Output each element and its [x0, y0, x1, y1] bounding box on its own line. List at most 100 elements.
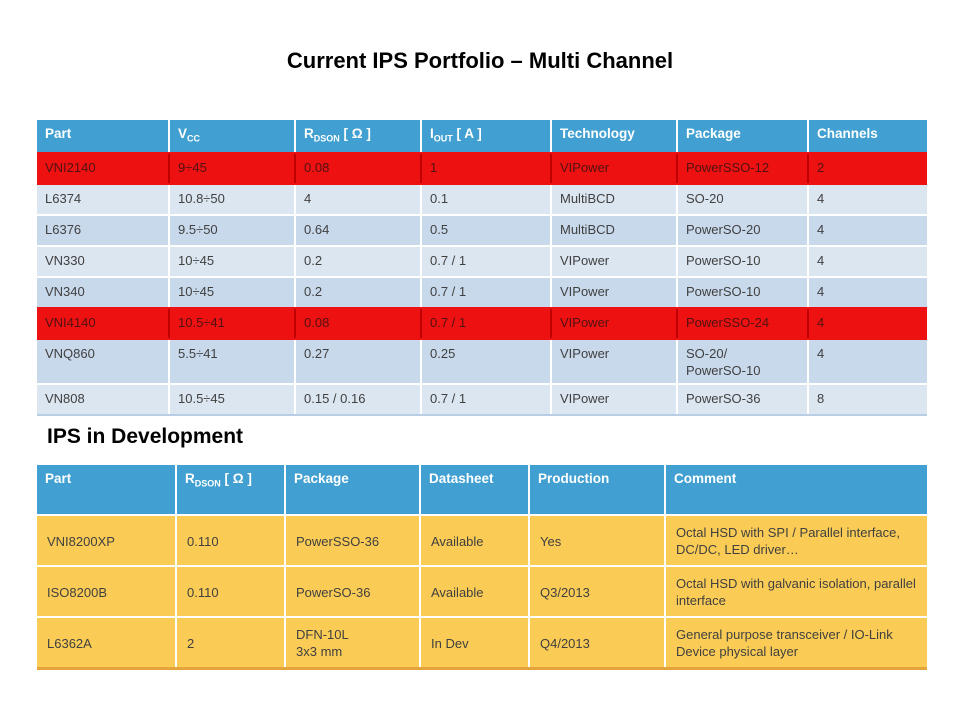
table-cell: 0.08 — [296, 153, 422, 183]
table-cell: 0.27 — [296, 339, 422, 383]
header-cell: Production — [530, 465, 666, 514]
table-cell: VNI2140 — [37, 153, 170, 183]
header-cell: VCC — [170, 120, 296, 152]
table-cell: 0.110 — [177, 516, 286, 565]
table-cell: 9.5÷50 — [170, 215, 296, 245]
header-cell: Package — [678, 120, 809, 152]
header-cell: Channels — [809, 120, 927, 152]
header-cell: RDSON [ Ω ] — [177, 465, 286, 514]
table-cell: VIPower — [552, 308, 678, 338]
table-cell: VN808 — [37, 384, 170, 414]
table-cell: VIPower — [552, 153, 678, 183]
table-cell: 0.5 — [422, 215, 552, 245]
table-cell: 2 — [809, 153, 927, 183]
table-cell: 4 — [809, 184, 927, 214]
section-title: IPS in Development — [47, 425, 244, 448]
table-row: L6362A 2 DFN-10L 3x3 mm In Dev Q4/2013 Genera… — [37, 618, 927, 667]
table-row: L6376 9.5÷50 0.64 0.5 MultiBCD PowerSO-20 4 — [37, 215, 927, 245]
table-cell: 4 — [296, 184, 422, 214]
table-cell: MultiBCD — [552, 184, 678, 214]
table-cell: 10.8÷50 — [170, 184, 296, 214]
table-cell: 10.5÷41 — [170, 308, 296, 338]
table-cell: 0.7 / 1 — [422, 308, 552, 338]
header-cell: Comment — [666, 465, 927, 514]
header-cell: RDSON [ Ω ] — [296, 120, 422, 152]
table-cell: VNI8200XP — [37, 516, 177, 565]
header-cell: Technology — [552, 120, 678, 152]
table-cell: L6362A — [37, 618, 177, 667]
header-cell: IOUT [ A ] — [422, 120, 552, 152]
header-cell: Package — [286, 465, 421, 514]
table-cell: SO-20/ PowerSO-10 — [678, 339, 809, 383]
header-cell: Part — [37, 120, 170, 152]
table-cell: 0.7 / 1 — [422, 246, 552, 276]
table-cell: PowerSO-10 — [678, 246, 809, 276]
table-cell: 10÷45 — [170, 277, 296, 307]
table-cell: 4 — [809, 246, 927, 276]
table-row: VNI8200XP 0.110 PowerSSO-36 Available Yes Oct… — [37, 516, 927, 565]
table-cell: L6374 — [37, 184, 170, 214]
table-cell: 0.7 / 1 — [422, 277, 552, 307]
table-cell: PowerSO-36 — [286, 567, 421, 616]
table-cell: 4 — [809, 277, 927, 307]
table-cell: ISO8200B — [37, 567, 177, 616]
portfolio-table: Part VCC RDSON [ Ω ] IOUT [ A ] Technology Pa… — [37, 120, 927, 416]
table-row: L6374 10.8÷50 4 0.1 MultiBCD SO-20 4 — [37, 184, 927, 214]
table-cell: 0.7 / 1 — [422, 384, 552, 414]
table-cell: 0.08 — [296, 308, 422, 338]
table-cell: VIPower — [552, 384, 678, 414]
table-cell: PowerSO-10 — [678, 277, 809, 307]
table-cell: PowerSSO-24 — [678, 308, 809, 338]
header-row: Part VCC RDSON [ Ω ] IOUT [ A ] Technology Pa… — [37, 120, 927, 152]
table-cell: 0.2 — [296, 277, 422, 307]
table-row: VNQ860 5.5÷41 0.27 0.25 VIPower SO-20/ PowerS… — [37, 339, 927, 383]
table-cell: 1 — [422, 153, 552, 183]
table-cell: Q3/2013 — [530, 567, 666, 616]
table-cell: 10.5÷45 — [170, 384, 296, 414]
table-cell: VN330 — [37, 246, 170, 276]
table-cell: 0.15 / 0.16 — [296, 384, 422, 414]
table-cell: DFN-10L 3x3 mm — [286, 618, 421, 667]
table-cell: Q4/2013 — [530, 618, 666, 667]
table-cell: PowerSSO-36 — [286, 516, 421, 565]
table-cell: Available — [421, 516, 530, 565]
table-cell: Octal HSD with SPI / Parallel interface,… — [666, 516, 927, 565]
table-cell: Available — [421, 567, 530, 616]
table-cell: 0.1 — [422, 184, 552, 214]
table-cell: 0.2 — [296, 246, 422, 276]
table-cell: General purpose transceiver / IO-Link De… — [666, 618, 927, 667]
table-cell: Yes — [530, 516, 666, 565]
table-cell: VIPower — [552, 277, 678, 307]
table-cell: VIPower — [552, 339, 678, 383]
table-cell: 4 — [809, 215, 927, 245]
header-cell: Part — [37, 465, 177, 514]
table-cell: Octal HSD with galvanic isolation, paral… — [666, 567, 927, 616]
table-cell: 0.64 — [296, 215, 422, 245]
table-cell: SO-20 — [678, 184, 809, 214]
table-cell: L6376 — [37, 215, 170, 245]
table-cell: 4 — [809, 339, 927, 383]
table-row: VN340 10÷45 0.2 0.7 / 1 VIPower PowerSO-10 4 — [37, 277, 927, 307]
table-row: ISO8200B 0.110 PowerSO-36 Available Q3/2013 O… — [37, 567, 927, 616]
table-cell: 4 — [809, 308, 927, 338]
table-cell: PowerSSO-12 — [678, 153, 809, 183]
header-row: Part RDSON [ Ω ] Package Datasheet Productio… — [37, 465, 927, 514]
table-cell: 0.25 — [422, 339, 552, 383]
table-cell: VNI4140 — [37, 308, 170, 338]
table-cell: PowerSO-20 — [678, 215, 809, 245]
table-row: VN330 10÷45 0.2 0.7 / 1 VIPower PowerSO-10 4 — [37, 246, 927, 276]
table-cell: PowerSO-36 — [678, 384, 809, 414]
table-cell: VIPower — [552, 246, 678, 276]
table-cell: MultiBCD — [552, 215, 678, 245]
header-cell: Datasheet — [421, 465, 530, 514]
table-cell: 0.110 — [177, 567, 286, 616]
table-cell: VN340 — [37, 277, 170, 307]
table-cell: 8 — [809, 384, 927, 414]
table-row: VN808 10.5÷45 0.15 / 0.16 0.7 / 1 VIPower Pow… — [37, 384, 927, 414]
table-cell: 5.5÷41 — [170, 339, 296, 383]
table-cell: VNQ860 — [37, 339, 170, 383]
table-cell: 2 — [177, 618, 286, 667]
table-cell: In Dev — [421, 618, 530, 667]
slide-title: Current IPS Portfolio – Multi Channel — [286, 48, 674, 73]
table-cell: 10÷45 — [170, 246, 296, 276]
